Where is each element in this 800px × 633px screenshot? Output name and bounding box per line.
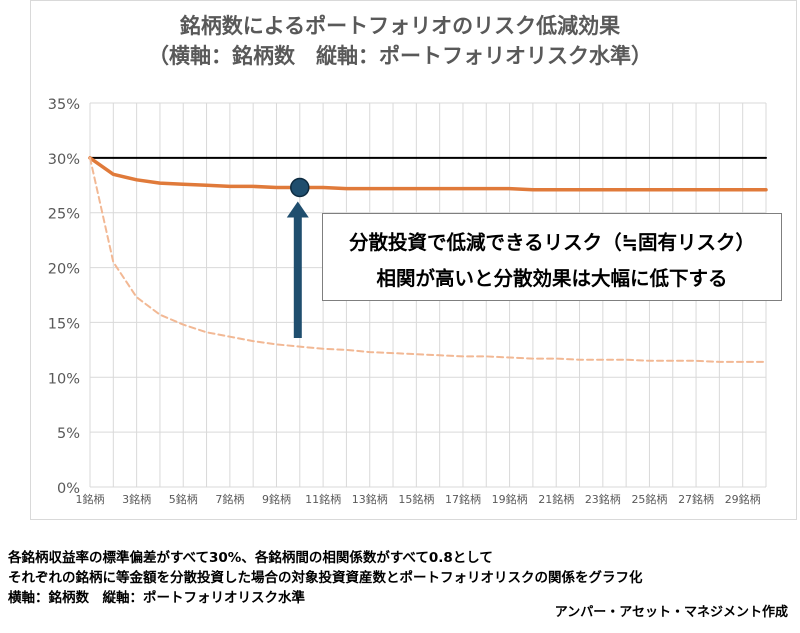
x-tick-label: 3銘柄 bbox=[122, 492, 151, 506]
series-lines bbox=[88, 156, 768, 363]
x-tick-label: 17銘柄 bbox=[445, 492, 481, 506]
chart-subtitle: （横軸：銘柄数 縦軸：ポートフォリオリスク水準） bbox=[148, 44, 652, 68]
y-tick-label: 35% bbox=[48, 97, 80, 113]
x-tick-label: 23銘柄 bbox=[585, 492, 621, 506]
annotation-line-1: 分散投資で低減できるリスク（≒固有リスク） bbox=[349, 231, 755, 254]
marker-point bbox=[290, 177, 310, 198]
series-line-2 bbox=[89, 156, 767, 363]
x-tick-label: 9銘柄 bbox=[262, 492, 291, 506]
x-axis-ticks: 1銘柄 3銘柄 5銘柄 7銘柄 9銘柄 11銘柄 13銘柄 15銘柄 17銘柄 19銘柄 21銘柄 2… bbox=[76, 492, 761, 506]
y-tick-label: 15% bbox=[48, 316, 80, 332]
note-line-3: 横軸：銘柄数 縦軸：ポートフォリオリスク水準 bbox=[8, 590, 305, 606]
annotation-marks bbox=[286, 177, 310, 338]
x-tick-label: 27銘柄 bbox=[678, 492, 714, 506]
x-tick-label: 1銘柄 bbox=[76, 492, 105, 506]
y-axis-ticks: 0% 5% 10% 15% 20% 25% 30% 35% bbox=[48, 97, 80, 497]
x-tick-label: 13銘柄 bbox=[352, 492, 388, 506]
x-tick-label: 25銘柄 bbox=[631, 492, 667, 506]
note-line-2: それぞれの銘柄に等金額を分散投資した場合の対象投資資産数とポートフォリオリスクの… bbox=[8, 570, 643, 586]
annotation-line-2: 相関が高いと分散効果は大幅に低下する bbox=[376, 267, 728, 290]
arrow-head bbox=[286, 201, 309, 218]
y-tick-label: 30% bbox=[48, 152, 80, 168]
x-tick-label: 21銘柄 bbox=[538, 492, 574, 506]
credit-text: アンパー・アセット・マネジメント作成 bbox=[554, 605, 788, 620]
x-tick-label: 7銘柄 bbox=[215, 492, 244, 506]
y-tick-label: 25% bbox=[48, 207, 80, 223]
x-tick-label: 15銘柄 bbox=[398, 492, 434, 506]
note-line-1: 各銘柄収益率の標準偏差がすべて30%、各銘柄間の相関係数がすべて0.8として bbox=[8, 550, 493, 566]
annotation-callout: 分散投資で低減できるリスク（≒固有リスク） 相関が高いと分散効果は大幅に低下する bbox=[322, 213, 782, 301]
y-tick-label: 5% bbox=[57, 426, 80, 442]
x-tick-label: 29銘柄 bbox=[725, 492, 761, 506]
y-tick-label: 0% bbox=[57, 481, 80, 497]
arrow-shaft bbox=[293, 215, 302, 338]
y-tick-label: 10% bbox=[48, 371, 80, 387]
series-line-1 bbox=[88, 156, 768, 192]
x-tick-label: 19銘柄 bbox=[492, 492, 528, 506]
chart-title: 銘柄数によるポートフォリオのリスク低減効果 bbox=[179, 14, 621, 38]
x-tick-label: 5銘柄 bbox=[169, 492, 198, 506]
y-tick-label: 20% bbox=[48, 262, 80, 278]
x-tick-label: 11銘柄 bbox=[305, 492, 341, 506]
